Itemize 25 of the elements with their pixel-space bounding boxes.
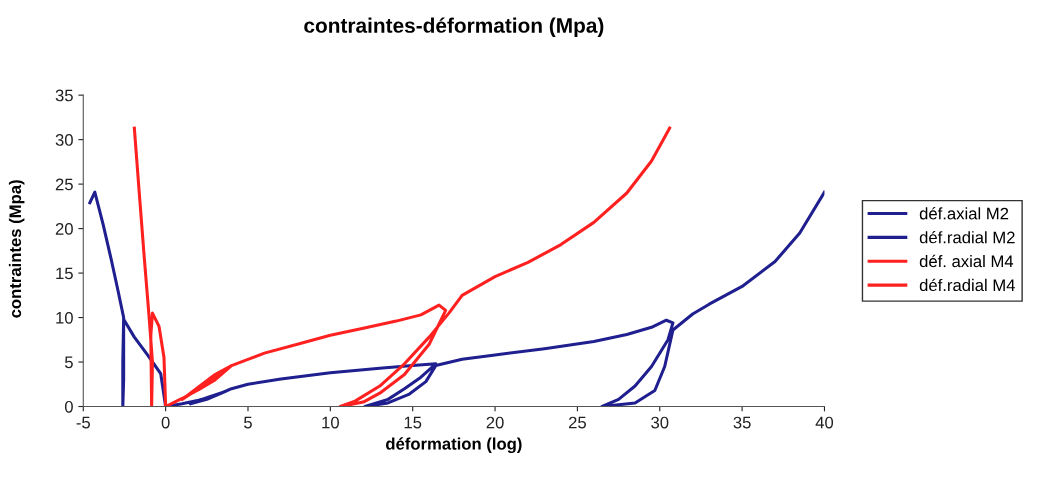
x-tick-label: 5 [244,416,252,429]
legend-label: déf.radial M2 [919,230,1015,244]
y-axis-title: contraintes (Mpa) [8,180,25,318]
x-tick-label: 0 [161,416,170,429]
y-tick-label: 5 [64,356,73,369]
x-axis-title: déformation (log) [386,437,522,454]
legend-label: déf.axial M2 [919,207,1009,220]
x-tick-label: 30 [651,416,669,429]
y-tick-label: 15 [56,267,73,280]
y-tick-label: 0 [64,400,73,413]
y-tick-label: 10 [56,311,73,324]
legend-label: déf.radial M4 [919,278,1015,292]
x-tick-label: 10 [322,416,339,429]
y-tick-label: 30 [55,134,73,146]
legend-label: déf. axial M4 [919,254,1014,268]
x-tick-label: 35 [733,416,751,429]
x-tick-label: 20 [486,416,504,429]
y-tick-label: 25 [55,178,73,191]
chart-title: contraintes-déformation (Mpa) [304,17,604,37]
x-tick-label: 25 [568,416,586,429]
x-tick-label: -5 [76,416,90,429]
x-tick-label: 15 [404,416,422,429]
y-tick-label: 35 [55,89,73,102]
x-tick-label: 40 [815,416,834,429]
y-tick-label: 20 [55,222,73,235]
